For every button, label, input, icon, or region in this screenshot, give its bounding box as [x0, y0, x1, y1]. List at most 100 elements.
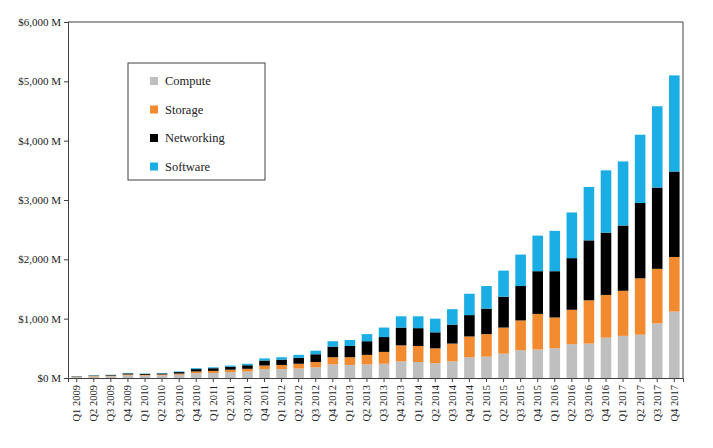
bar	[481, 309, 492, 335]
bar	[88, 376, 99, 377]
bar	[396, 316, 407, 327]
bar	[293, 369, 304, 378]
bar	[276, 357, 287, 359]
x-tick-mark	[486, 378, 487, 382]
bar	[106, 375, 117, 377]
x-tick: Q4 2013	[395, 378, 406, 421]
frame-top	[68, 22, 683, 23]
bar	[174, 375, 185, 378]
bar	[635, 278, 646, 334]
bar	[567, 344, 578, 378]
x-tick-mark	[145, 378, 146, 382]
bar	[549, 317, 560, 348]
bar	[567, 310, 578, 344]
x-tick: Q4 2015	[532, 378, 543, 421]
y-tick: $0 M	[37, 372, 68, 384]
x-tick: Q1 2016	[549, 378, 560, 421]
bar	[208, 373, 219, 378]
bar	[174, 374, 185, 375]
bar	[379, 352, 390, 364]
bar	[584, 344, 595, 378]
x-tick-label: Q4 2017	[669, 385, 680, 421]
x-axis-line	[69, 379, 684, 383]
bar	[157, 373, 168, 374]
x-tick-label: Q2 2017	[635, 385, 646, 421]
x-tick: Q3 2015	[515, 378, 526, 421]
x-tick: Q1 2012	[276, 378, 287, 421]
bar	[208, 371, 219, 373]
bar	[379, 328, 390, 337]
bar	[515, 286, 526, 320]
bar	[567, 212, 578, 258]
bar	[88, 375, 99, 376]
x-tick: Q3 2009	[105, 378, 116, 421]
x-tick-mark	[247, 378, 248, 382]
legend-box	[128, 63, 265, 180]
bar	[362, 334, 373, 341]
legend-entry: Compute	[150, 74, 211, 88]
y-tick: $6,000 M	[18, 16, 68, 28]
x-tick-label: Q1 2017	[617, 385, 628, 421]
x-tick-label: Q2 2012	[293, 385, 304, 421]
bar	[123, 374, 134, 376]
bar	[242, 371, 253, 378]
bar	[106, 376, 117, 378]
x-tick-label: Q1 2011	[208, 385, 219, 421]
x-tick-label: Q3 2011	[242, 385, 253, 421]
bar	[464, 357, 475, 378]
x-tick-label: Q3 2016	[583, 385, 594, 421]
y-tick: $4,000 M	[18, 135, 68, 147]
bar	[396, 361, 407, 378]
y-tick: $1,000 M	[18, 313, 68, 325]
y-tick-label: $5,000 M	[18, 75, 61, 87]
bar	[669, 312, 680, 378]
bar	[532, 236, 543, 272]
bar	[191, 368, 202, 370]
x-tick: Q1 2015	[481, 378, 492, 421]
x-tick: Q1 2013	[344, 378, 355, 421]
bar	[157, 374, 168, 376]
x-tick-mark	[537, 378, 538, 382]
legend: ComputeStorageNetworkingSoftware	[128, 63, 265, 180]
x-tick-mark	[315, 378, 316, 382]
x-tick-mark	[469, 378, 470, 382]
legend-label: Software	[165, 160, 211, 174]
x-tick: Q4 2016	[600, 378, 611, 421]
bar	[345, 346, 356, 357]
bar	[447, 361, 458, 378]
y-tick-mark	[64, 319, 68, 320]
x-tick-mark	[213, 378, 214, 382]
x-tick-mark	[264, 378, 265, 382]
bar	[259, 358, 270, 360]
bar	[498, 271, 509, 297]
x-tick-label: Q2 2016	[566, 385, 577, 421]
bar	[71, 376, 82, 377]
x-tick: Q4 2012	[327, 378, 338, 421]
y-tick: $5,000 M	[18, 75, 68, 87]
bar	[310, 362, 321, 367]
bar	[71, 376, 82, 377]
legend-swatch	[150, 163, 158, 171]
x-tick-label: Q4 2015	[532, 385, 543, 421]
x-tick-mark	[657, 378, 658, 382]
x-tick-label: Q2 2015	[498, 385, 509, 421]
x-tick: Q2 2009	[88, 378, 99, 421]
x-tick-label: Q2 2010	[156, 385, 167, 421]
y-tick-label: $3,000 M	[18, 194, 61, 206]
bar	[191, 373, 202, 378]
bar	[140, 376, 151, 378]
x-tick-mark	[588, 378, 589, 382]
bar	[345, 340, 356, 346]
bar	[379, 364, 390, 378]
y-tick-label: $2,000 M	[18, 253, 61, 265]
bar	[515, 320, 526, 350]
bar	[447, 344, 458, 362]
bar	[310, 367, 321, 378]
bar	[413, 328, 424, 346]
y-tick-mark	[64, 22, 68, 23]
x-axis: Q1 2009Q2 2009Q3 2009Q4 2009Q1 2010Q2 20…	[69, 378, 684, 421]
x-tick-mark	[452, 378, 453, 382]
bar	[362, 364, 373, 378]
x-tick: Q1 2010	[139, 378, 150, 421]
x-tick: Q3 2016	[583, 378, 594, 421]
